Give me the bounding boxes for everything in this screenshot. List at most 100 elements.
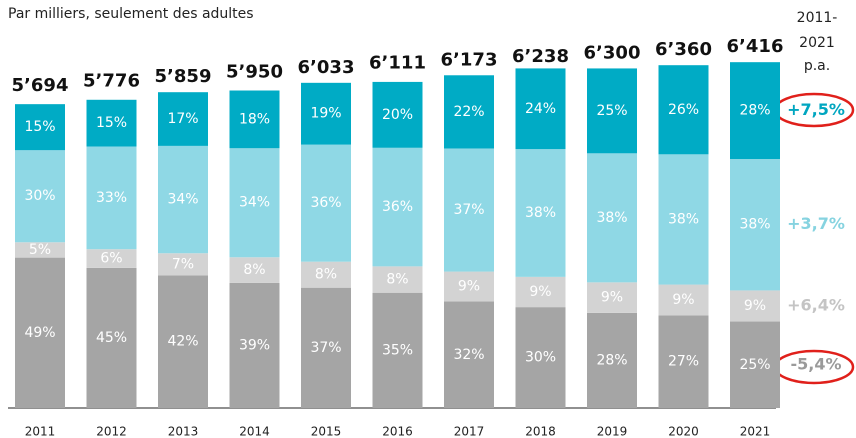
subtitle: Par milliers, seulement des adultes	[8, 6, 254, 22]
segment-label: 38%	[525, 205, 556, 221]
bar-segment	[158, 253, 208, 276]
total-label: 6’111	[369, 53, 426, 74]
bar-segment	[587, 68, 637, 154]
segment-label: 9%	[672, 292, 694, 308]
segment-label: 17%	[167, 111, 198, 127]
segment-label: 8%	[243, 262, 265, 278]
segment-label: 36%	[382, 199, 413, 215]
segment-label: 30%	[525, 350, 556, 366]
segment-label: 28%	[596, 352, 627, 368]
segment-label: 37%	[453, 202, 484, 218]
x-tick-label: 2017	[454, 425, 485, 438]
bar-segment	[372, 266, 423, 293]
bar-segment	[515, 276, 566, 308]
bar-segment	[372, 292, 423, 408]
total-label: 6’238	[512, 46, 569, 67]
segment-label: 30%	[24, 188, 55, 204]
growth-label: +6,4%	[787, 295, 845, 314]
bar-segment	[301, 261, 351, 288]
bar-segment	[158, 275, 208, 408]
growth-label: -5,4%	[790, 354, 841, 373]
x-tick-label: 2015	[311, 425, 342, 438]
x-tick-label: 2014	[239, 425, 270, 438]
segment-label: 37%	[310, 340, 341, 356]
bar-segment	[730, 321, 780, 408]
growth-header: p.a.	[804, 58, 830, 74]
bar-segment	[515, 307, 566, 408]
total-label: 5’859	[155, 66, 212, 87]
bar-segment	[15, 242, 65, 258]
segment-label: 34%	[167, 192, 198, 208]
segment-label: 34%	[239, 195, 270, 211]
segment-label: 36%	[310, 195, 341, 211]
segment-label: 39%	[239, 337, 270, 353]
x-tick-label: 2013	[168, 425, 199, 438]
bar-segment	[730, 159, 780, 291]
bar-segment	[86, 267, 137, 408]
bar-segment	[301, 144, 351, 262]
segment-label: 38%	[739, 217, 770, 233]
x-tick-label: 2016	[382, 425, 413, 438]
bar-segment	[15, 257, 65, 408]
total-label: 6’300	[584, 42, 641, 63]
bar-segment	[86, 249, 137, 268]
segment-label: 8%	[315, 267, 337, 283]
segment-label: 22%	[453, 104, 484, 120]
bar-segment	[301, 82, 351, 145]
growth-label: +3,7%	[787, 214, 845, 233]
bar-segment	[515, 149, 566, 277]
segment-label: 9%	[601, 290, 623, 306]
segment-label: 45%	[96, 330, 127, 346]
growth-label: +7,5%	[787, 100, 845, 119]
segment-label: 26%	[668, 102, 699, 118]
segment-label: 38%	[596, 210, 627, 226]
bar-segment	[444, 148, 494, 272]
total-label: 5’776	[83, 71, 140, 92]
bar-segment	[444, 75, 494, 149]
segment-label: 24%	[525, 101, 556, 117]
segment-label: 15%	[24, 119, 55, 135]
segment-label: 20%	[382, 107, 413, 123]
bar-segment	[658, 154, 709, 285]
bar-segment	[158, 145, 208, 254]
segment-label: 9%	[744, 298, 766, 314]
bar-segment	[158, 92, 208, 146]
segment-label: 5%	[29, 242, 51, 258]
growth-header: 2011-	[797, 10, 838, 26]
segment-label: 9%	[458, 279, 480, 295]
x-tick-label: 2011	[25, 425, 56, 438]
bar-segment	[229, 257, 280, 283]
segment-label: 6%	[100, 251, 122, 267]
x-tick-label: 2018	[525, 425, 556, 438]
bar-segment	[730, 62, 780, 160]
x-tick-label: 2021	[740, 425, 771, 438]
bar-segment	[587, 282, 637, 313]
total-label: 6’416	[727, 36, 784, 57]
segment-label: 15%	[96, 115, 127, 131]
bar-segment	[372, 81, 423, 148]
segment-label: 49%	[24, 325, 55, 341]
bar-segment	[444, 301, 494, 408]
total-label: 6’033	[298, 57, 355, 78]
bar-segment	[372, 147, 423, 267]
segment-label: 42%	[167, 334, 198, 350]
bar-segment	[444, 271, 494, 302]
bar-segment	[658, 315, 709, 408]
bar-segment	[229, 148, 280, 258]
bar-segment	[15, 150, 65, 243]
bar-segment	[658, 284, 709, 316]
bar-segment	[229, 282, 280, 408]
growth-header: 2021	[799, 35, 835, 51]
bar-segment	[515, 68, 566, 150]
segment-label: 8%	[386, 272, 408, 288]
bar-segment	[229, 90, 280, 149]
segment-label: 18%	[239, 111, 270, 127]
bar-segment	[658, 65, 709, 155]
total-label: 5’694	[12, 75, 69, 96]
bar-segment	[587, 312, 637, 408]
bar-segment	[730, 290, 780, 322]
bar-segment	[301, 287, 351, 408]
segment-label: 33%	[96, 190, 127, 206]
total-label: 5’950	[226, 61, 283, 82]
